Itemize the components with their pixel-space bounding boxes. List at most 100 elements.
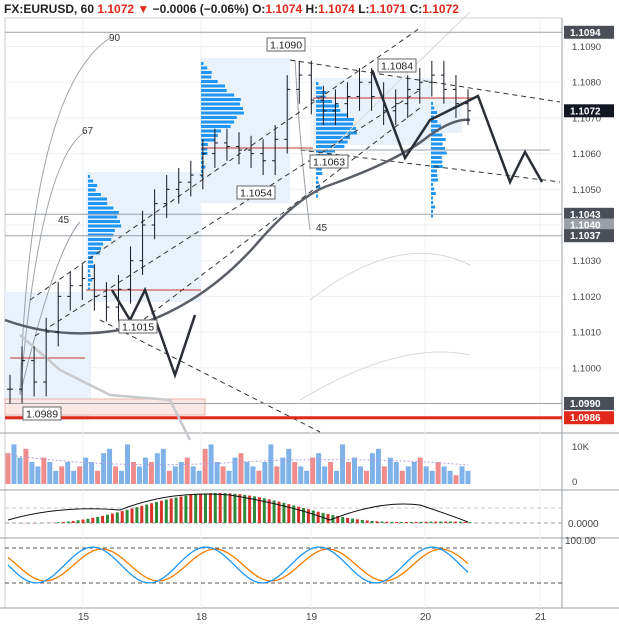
profile-bar-1-14 — [201, 125, 231, 128]
volume-bar-47 — [286, 449, 291, 484]
profile-bar-1-9 — [201, 103, 240, 106]
profile-bar-2-20 — [316, 172, 322, 175]
volume-bar-44 — [268, 444, 273, 484]
profile-bar-2-4 — [316, 100, 332, 103]
volume-bar-17 — [107, 449, 112, 484]
profile-bar-1-5 — [201, 85, 225, 88]
volume-bar-6 — [41, 458, 46, 484]
volume-bar-23 — [143, 458, 148, 484]
profile-bar-0-3 — [88, 189, 96, 192]
osc-bar-74 — [371, 521, 374, 523]
osc-bar-10 — [57, 522, 60, 523]
osc-bar-89 — [444, 522, 447, 523]
price-tag-label-4: 1.1037 — [570, 231, 601, 242]
volume-bar-31 — [191, 466, 196, 484]
volume-bar-50 — [304, 471, 309, 484]
osc-bar-27 — [140, 506, 143, 523]
osc-bar-31 — [160, 501, 163, 523]
volume-bar-70 — [424, 466, 429, 484]
profile-bar-1-11 — [201, 112, 244, 115]
volume-tick-1: 0 — [572, 477, 577, 488]
volume-bar-68 — [412, 462, 417, 484]
annotation-label-1: 1.1084 — [381, 61, 413, 73]
volume-bar-7 — [47, 462, 52, 484]
volume-bar-14 — [89, 462, 94, 484]
osc-bar-87 — [434, 522, 437, 523]
volume-bar-36 — [221, 466, 226, 484]
osc-bar-20 — [106, 515, 109, 523]
gann-label-2: 45 — [58, 215, 70, 226]
volume-bar-53 — [322, 466, 327, 484]
profile-bar-0-5 — [88, 198, 107, 201]
osc-bar-94 — [469, 522, 472, 523]
volume-bar-72 — [436, 462, 441, 484]
osc-bar-16 — [86, 519, 89, 523]
volume-bar-38 — [233, 458, 238, 484]
x-tick-0: 15 — [78, 612, 90, 623]
x-tick-2: 19 — [306, 612, 318, 623]
stoch-k-line — [8, 547, 468, 583]
profile-bar-2-25 — [316, 195, 318, 198]
volume-bar-15 — [95, 471, 100, 484]
osc-bar-32 — [165, 500, 168, 523]
volume-bar-27 — [167, 471, 172, 484]
profile-bar-2-22 — [316, 181, 319, 184]
osc-bar-40 — [204, 493, 207, 523]
close-label: C: — [410, 2, 423, 16]
volume-bar-66 — [400, 471, 405, 484]
osc-bar-43 — [219, 493, 222, 523]
profile-bar-0-21 — [88, 270, 90, 273]
profile-bar-0-0 — [88, 175, 90, 178]
volume-bar-32 — [197, 471, 202, 484]
osc-bar-39 — [199, 494, 202, 523]
profile-bar-1-10 — [201, 107, 243, 110]
price-tag-label-6: 1.0986 — [570, 413, 601, 424]
volume-bar-77 — [466, 471, 471, 484]
volume-bar-39 — [238, 453, 243, 484]
volume-bar-57 — [346, 462, 351, 484]
osc-bar-34 — [175, 497, 178, 523]
volume-bar-43 — [262, 462, 267, 484]
osc-bar-14 — [77, 520, 80, 523]
osc-bar-24 — [126, 510, 129, 523]
osc-bar-13 — [72, 521, 75, 523]
volume-bar-67 — [406, 466, 411, 484]
gann-label-0: 90 — [109, 33, 121, 44]
volume-bar-48 — [292, 462, 297, 484]
osc-bar-29 — [150, 503, 153, 523]
osc-bar-25 — [131, 508, 134, 523]
profile-bar-3-12 — [431, 156, 442, 159]
volume-bar-49 — [298, 466, 303, 484]
profile-bar-0-12 — [88, 229, 115, 232]
osc-bar-82 — [410, 522, 413, 523]
volume-bar-61 — [370, 453, 375, 484]
x-tick-3: 20 — [420, 612, 432, 623]
profile-bar-2-13 — [316, 141, 348, 144]
profile-bar-3-20 — [431, 192, 436, 195]
profile-bar-0-22 — [88, 274, 91, 277]
osc-bar-77 — [385, 522, 388, 523]
osc-bar-90 — [449, 522, 452, 523]
osc-bar-69 — [346, 518, 349, 523]
profile-bar-0-20 — [88, 265, 94, 268]
osc-bar-72 — [361, 520, 364, 523]
osc-bar-86 — [429, 522, 432, 523]
profile-bar-1-8 — [201, 98, 241, 101]
profile-bar-2-7 — [316, 114, 348, 117]
volume-bar-25 — [155, 453, 160, 484]
osc-bar-28 — [145, 505, 148, 523]
volume-bar-42 — [256, 471, 261, 484]
volume-bar-0 — [6, 453, 11, 484]
profile-bar-3-18 — [431, 183, 433, 186]
profile-bar-0-19 — [88, 261, 93, 264]
osc-bar-48 — [243, 495, 246, 523]
profile-bar-3-11 — [431, 152, 447, 155]
volume-bar-29 — [179, 462, 184, 484]
open-label: O: — [252, 2, 265, 16]
profile-bar-3-21 — [431, 197, 433, 200]
osc-bar-38 — [194, 494, 197, 523]
profile-bar-1-7 — [201, 94, 234, 97]
volume-bar-22 — [137, 466, 142, 484]
light-curve-3 — [300, 352, 470, 400]
profile-bar-0-9 — [88, 216, 117, 219]
